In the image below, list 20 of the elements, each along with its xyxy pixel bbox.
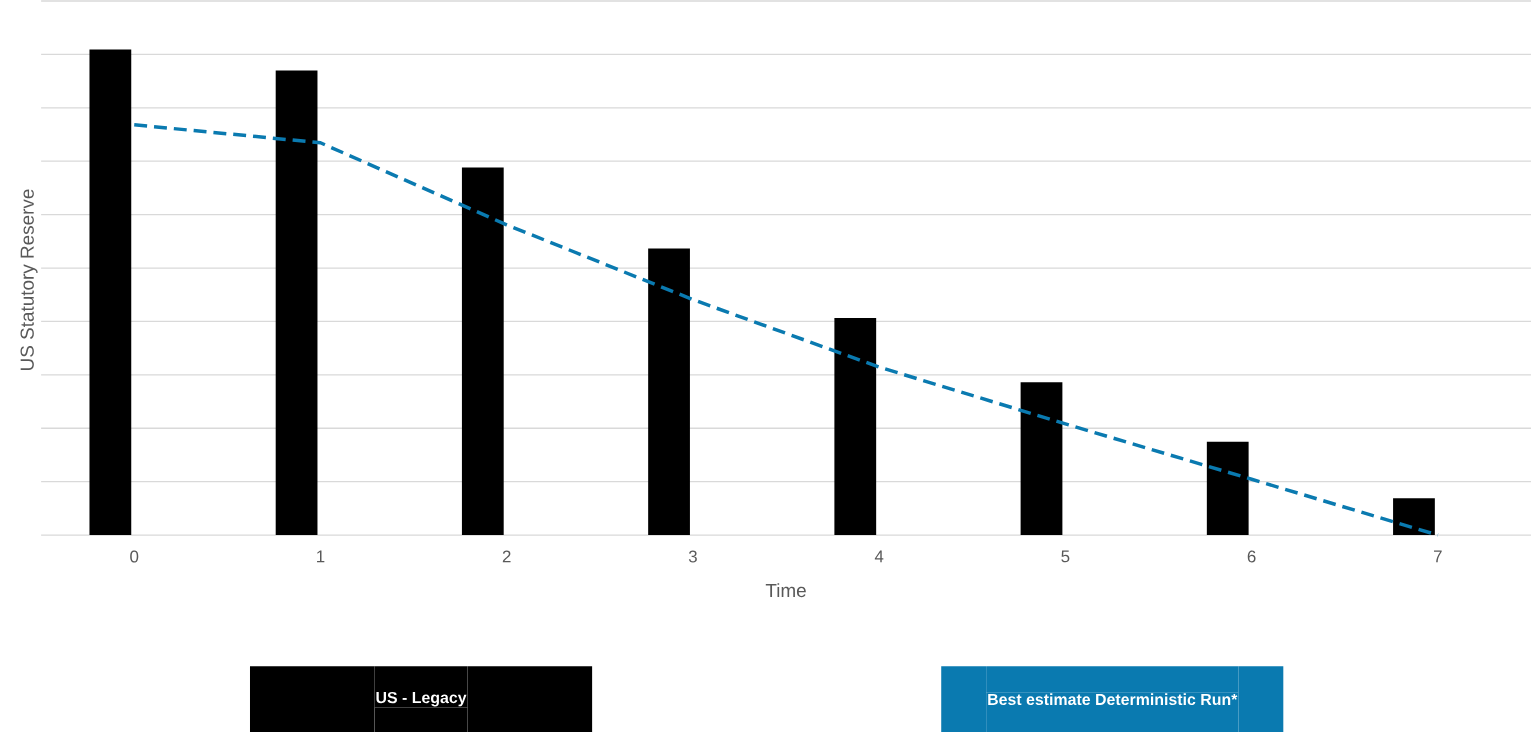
- bar: [1206, 441, 1249, 536]
- x-tick-label: 6: [1247, 550, 1256, 563]
- bar: [275, 70, 318, 536]
- x-tick-label: 7: [1434, 550, 1442, 563]
- bar: [89, 49, 132, 536]
- x-tick-label: 2: [502, 550, 511, 563]
- bar: [834, 318, 877, 536]
- x-axis-title: Time: [765, 583, 806, 598]
- bar: [648, 248, 690, 536]
- x-tick-label: 1: [317, 550, 325, 563]
- bar: [1020, 382, 1063, 536]
- x-tick-label: 5: [1061, 550, 1070, 563]
- x-tick-label: 3: [688, 550, 697, 563]
- x-tick-label: 0: [130, 550, 139, 563]
- x-tick-label: 4: [874, 550, 884, 563]
- text: US - Legacy: [376, 691, 467, 707]
- bar: [1393, 498, 1435, 536]
- text: Best estimate Deterministic Run*: [988, 693, 1238, 706]
- bar: [461, 167, 504, 536]
- y-axis-title: US Statutory Reserve: [20, 189, 38, 370]
